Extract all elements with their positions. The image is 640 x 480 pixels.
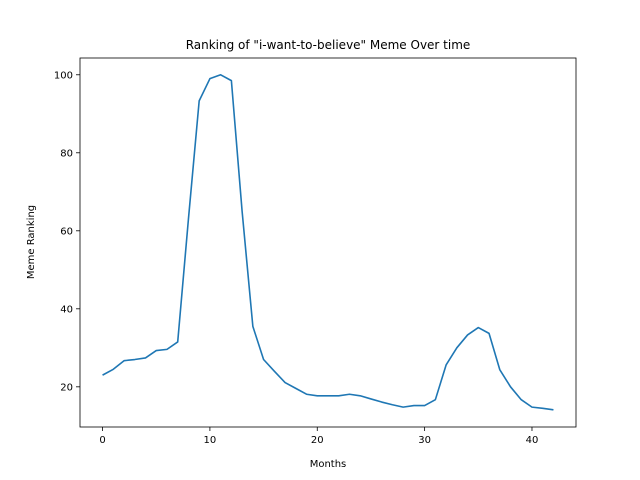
x-tick-label: 10 — [204, 435, 217, 446]
plot-area: 0 10 20 30 40 20 40 60 80 100 — [54, 57, 577, 446]
y-tick-label: 80 — [60, 148, 73, 159]
y-tick-label: 40 — [60, 304, 73, 315]
y-tick-label: 100 — [54, 70, 73, 81]
y-tick-label: 60 — [60, 226, 73, 237]
y-axis-label: Meme Ranking — [26, 205, 37, 279]
x-tick-label: 30 — [418, 435, 431, 446]
plot-frame — [79, 57, 577, 428]
x-axis-label: Months — [310, 459, 347, 470]
x-tick-label: 0 — [99, 435, 105, 446]
series-line — [102, 73, 554, 411]
x-tick-label: 40 — [526, 435, 539, 446]
chart-title: Ranking of "i-want-to-believe" Meme Over… — [186, 38, 471, 52]
y-tick-label: 20 — [60, 382, 73, 393]
x-tick-label: 20 — [311, 435, 324, 446]
